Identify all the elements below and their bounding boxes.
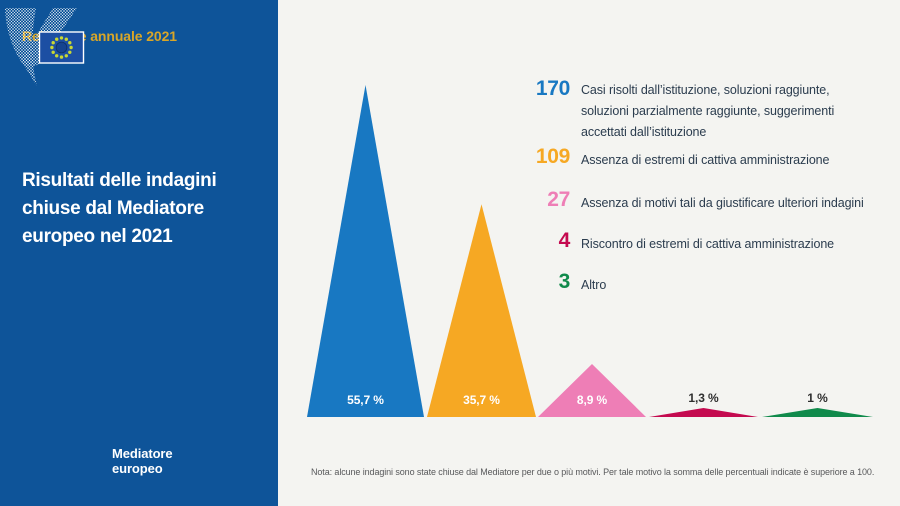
eu-flag-star [59,36,64,40]
legend-item-altro: 3 Altro [524,270,607,296]
percent-label-assenza-estremi: 35,7 % [463,393,500,407]
percent-label-riscontro-estremi: 1,3 % [688,391,719,405]
percent-label-altro: 1 % [807,391,828,405]
percent-label-casi-risolti: 55,7 % [347,393,384,407]
legend-item-casi-risolti: 170 Casi risolti dall’istituzione, soluz… [524,77,834,143]
legend-label-casi-risolti: Casi risolti dall’istituzione, soluzioni… [581,77,834,143]
eu-flag-star [64,54,69,58]
page-title: Risultati delle indagini chiuse dal Medi… [22,167,217,251]
eu-flag-star [68,50,72,54]
logo-wordmark: Mediatore europeo [112,446,173,476]
page-title-line-2: chiuse dal Mediatore [22,198,204,219]
legend-count-casi-risolti: 170 [535,77,570,100]
eu-flag-star [64,37,69,41]
triangle-assenza-estremi [427,204,536,417]
eu-flag-stars [50,36,73,59]
eu-flag-star [55,54,59,58]
legend-label-assenza-estremi: Assenza di estremi di cattiva amministra… [581,153,830,167]
eu-flag-icon [38,31,85,64]
legend-item-assenza-estremi: 109 Assenza di estremi di cattiva ammini… [524,145,830,171]
eu-flag-star [59,55,64,59]
legend-label-riscontro-estremi: Riscontro di estremi di cattiva amminist… [581,237,835,251]
triangle-assenza-motivi [538,363,646,417]
legend-count-assenza-motivi: 27 [547,188,570,211]
legend-count-riscontro-estremi: 4 [558,229,571,252]
legend-label-assenza-motivi: Assenza di motivi tali da giustificare u… [581,196,864,210]
legend-count-altro: 3 [558,270,571,293]
logo-wordmark-line-1: Mediatore [112,446,173,461]
footnote: Nota: alcune indagini sono state chiuse … [311,467,875,477]
sidebar: Relazione annuale 2021 Risultati delle i… [0,0,278,506]
eu-flag-star [55,37,59,41]
ombudsman-logo-graphic [5,8,85,86]
triangle-riscontro-estremi [649,408,758,417]
page-title-line-1: Risultati delle indagini [22,170,217,191]
eu-flag-star [51,41,55,45]
percent-label-assenza-motivi: 8,9 % [576,393,608,407]
eu-flag-star [50,45,54,50]
triangle-altro [762,408,873,417]
legend-label-line: accettati dall’istituzione [581,125,707,139]
legend-label-line: soluzioni parzialmente raggiunte, sugger… [581,104,835,118]
eu-flag-star [68,41,72,45]
legend-item-riscontro-estremi: 4 Riscontro di estremi di cattiva ammini… [524,229,835,255]
legend-item-assenza-motivi: 27 Assenza di motivi tali da giustificar… [524,188,864,214]
eu-flag-star [69,45,73,50]
eu-flag-star [51,50,55,54]
triangle-casi-risolti [307,85,424,417]
legend-count-assenza-estremi: 109 [535,145,570,168]
page-title-line-3: europeo nel 2021 [22,226,173,247]
logo-wordmark-line-2: europeo [112,461,163,476]
legend-label-altro: Altro [581,278,607,292]
legend-label-line: Casi risolti dall’istituzione, soluzioni… [581,83,830,97]
